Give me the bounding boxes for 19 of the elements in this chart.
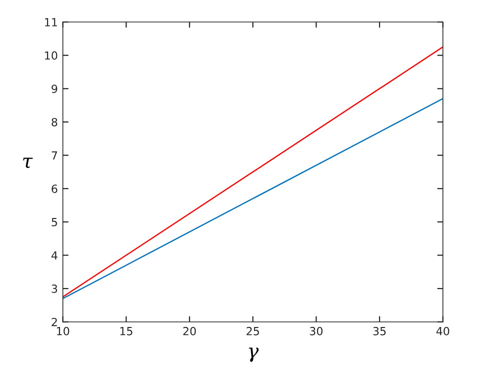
y-tick-label: 8: [52, 118, 58, 126]
x-tick-label: 25: [246, 326, 259, 336]
x-tick-label: 35: [373, 326, 386, 336]
y-tick-label: 3: [52, 284, 58, 293]
y-tick-label: 4: [51, 251, 58, 260]
y-tick-label: 9: [52, 84, 58, 94]
y-axis-title: τ: [23, 158, 33, 168]
x-tick-label: 15: [120, 327, 132, 336]
x-tick-label: 40: [436, 326, 450, 336]
x-tick-label: 10: [57, 326, 70, 336]
y-tick-label: 5: [52, 218, 58, 226]
x-tick-label: 30: [310, 326, 323, 336]
y-tick-label: 2: [52, 318, 57, 326]
y-tick-label: 10: [45, 51, 58, 60]
y-tick-label: 6: [52, 184, 58, 193]
y-tick-label: 11: [45, 18, 57, 26]
y-tick-label: 7: [52, 151, 58, 160]
x-axis-title: γ: [248, 348, 259, 362]
x-tick-label: 20: [183, 326, 196, 336]
